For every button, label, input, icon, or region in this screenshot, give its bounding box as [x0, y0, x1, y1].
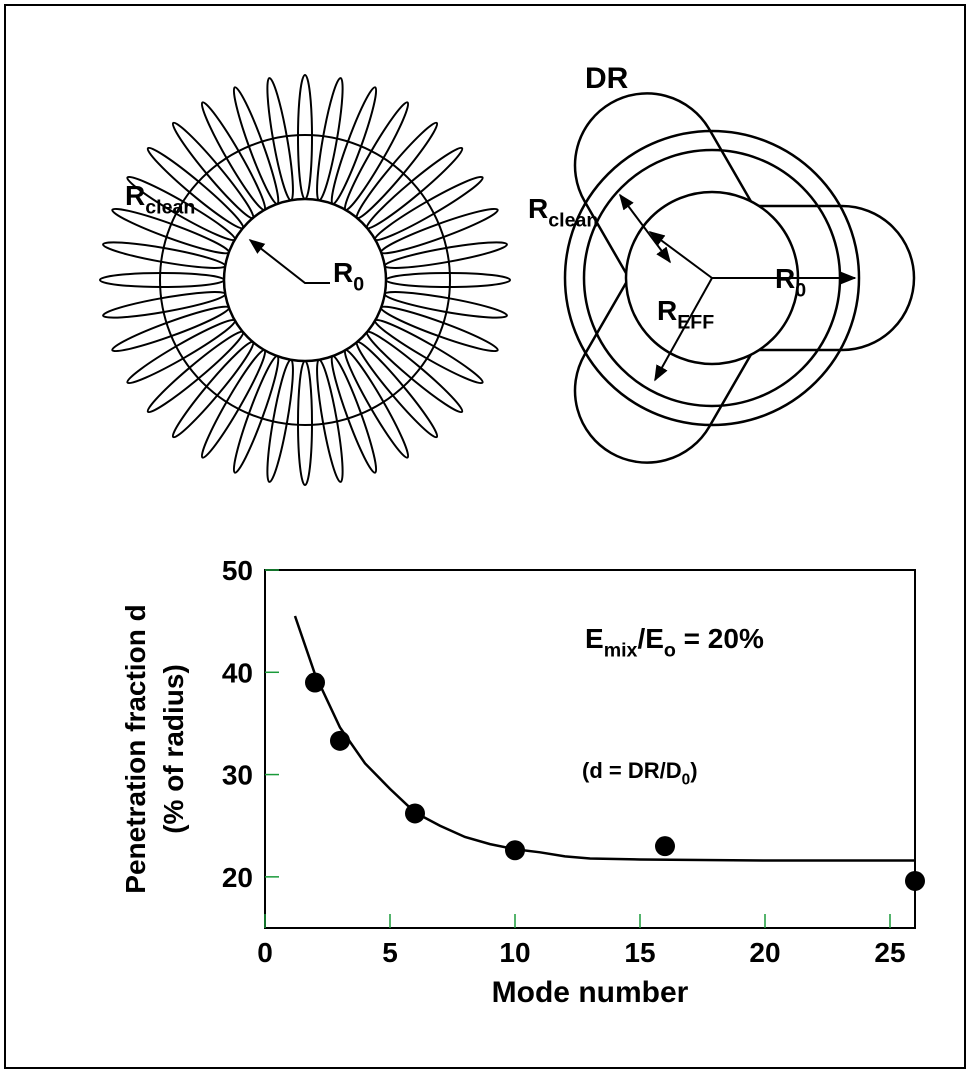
label-text: R: [528, 193, 548, 224]
x-tick-label: 5: [382, 937, 398, 968]
petal: [297, 74, 313, 200]
label: Rclean: [125, 180, 195, 218]
subscript: mix: [604, 639, 638, 661]
x-tick-label: 20: [749, 937, 780, 968]
data-point: [405, 803, 425, 824]
lobe: [757, 204, 916, 352]
x-axis-label: Mode number: [492, 976, 689, 1009]
petal: [385, 272, 511, 288]
label-text: R: [657, 295, 677, 326]
label-text: E: [585, 623, 604, 654]
label: Rclean: [528, 193, 598, 231]
x-tick-label: 0: [257, 937, 273, 968]
label: DR: [585, 62, 629, 95]
plot-frame: [264, 569, 916, 929]
x-tick-label: 10: [499, 937, 530, 968]
label: Emix/Eo = 20%: [585, 623, 764, 661]
lobe: [573, 280, 753, 464]
label-text: (d = DR/D: [582, 758, 682, 783]
subscript: 0: [682, 772, 691, 789]
ring: [563, 129, 861, 427]
ring: [159, 134, 451, 426]
subscript: o: [664, 639, 676, 661]
data-point: [305, 672, 325, 693]
petal: [200, 101, 267, 211]
y-tick-label: 30: [222, 760, 253, 791]
petal: [126, 318, 236, 385]
data-point: [905, 870, 925, 891]
arrow: [248, 239, 330, 284]
x-tick-label: 15: [624, 937, 655, 968]
x-tick-label: 25: [874, 937, 905, 968]
y-axis-label: (% of radius): [158, 664, 189, 834]
arrow: [654, 277, 713, 382]
subscript: 0: [353, 273, 364, 295]
petal: [200, 349, 267, 459]
frame: [4, 4, 966, 1069]
petal: [297, 360, 313, 486]
label-text: /E: [637, 623, 663, 654]
data-point: [655, 836, 675, 857]
label: REFF: [657, 295, 714, 333]
subscript: clean: [145, 196, 195, 218]
petal: [99, 272, 225, 288]
label: R0: [333, 257, 364, 295]
subscript: 0: [795, 279, 806, 301]
subscript: clean: [548, 209, 598, 231]
y-tick-label: 20: [222, 862, 253, 893]
y-tick-label: 40: [222, 657, 253, 688]
y-axis-label: Penetration fraction d: [120, 604, 151, 893]
label-text: DR: [585, 62, 629, 95]
data-point: [505, 840, 525, 861]
label-text: R: [775, 263, 795, 294]
label-text: ): [690, 758, 697, 783]
label-text: R: [125, 180, 145, 211]
petal: [343, 349, 410, 459]
label-text: R: [333, 257, 353, 288]
label-text: = 20%: [676, 623, 764, 654]
arrow: [619, 193, 671, 264]
data-point: [330, 730, 350, 751]
petal: [343, 101, 410, 211]
fit-line: [293, 615, 915, 862]
y-tick-label: 50: [222, 555, 253, 586]
petal: [374, 175, 484, 242]
lobe: [573, 92, 753, 276]
petal: [374, 318, 484, 385]
chart: 0 5 10 15 20 25 20 30 40 50 Mode number Penetration…: [120, 555, 925, 1009]
subscript: EFF: [677, 311, 714, 333]
label: R0: [775, 263, 806, 301]
label: (d = DR/D0): [582, 758, 698, 789]
